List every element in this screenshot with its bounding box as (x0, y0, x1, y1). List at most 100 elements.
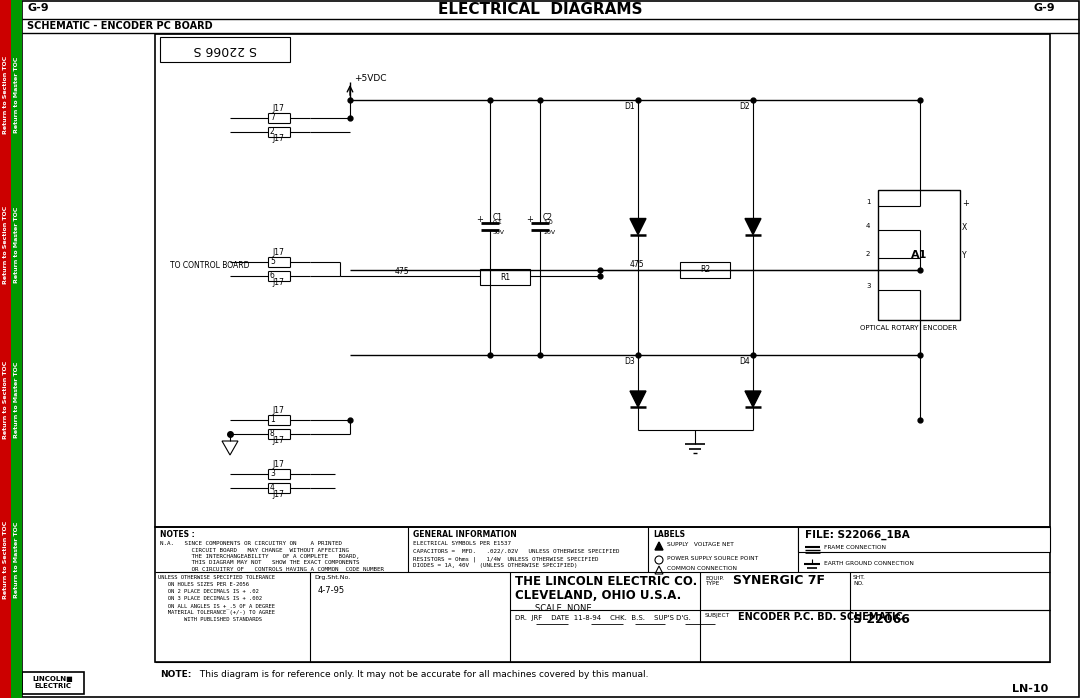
Text: EQUIP.: EQUIP. (705, 575, 724, 580)
Bar (156, 527, 1050, 662)
Text: G-9: G-9 (1034, 3, 1055, 13)
Text: THE INTERCHANGEABILITY    OF A COMPLETE   BOARD,: THE INTERCHANGEABILITY OF A COMPLETE BOA… (160, 554, 360, 559)
Text: ON 3 PLACE DECIMALS IS + .002: ON 3 PLACE DECIMALS IS + .002 (158, 596, 262, 601)
Bar (160, 37, 291, 62)
Text: 6: 6 (270, 271, 275, 280)
Bar (878, 190, 960, 320)
Text: ELECTRICAL  DIAGRAMS: ELECTRICAL DIAGRAMS (437, 3, 643, 17)
Text: 3: 3 (270, 469, 275, 478)
Text: ON 2 PLACE DECIMALS IS + .02: ON 2 PLACE DECIMALS IS + .02 (158, 589, 259, 594)
Text: SUBJECT: SUBJECT (705, 613, 730, 618)
Text: 0.1: 0.1 (492, 221, 503, 225)
Text: C2: C2 (543, 214, 553, 223)
Text: SCALE  NONE: SCALE NONE (535, 604, 592, 613)
Text: Return to Section TOC: Return to Section TOC (3, 206, 8, 284)
Text: Drg.Sht.No.: Drg.Sht.No. (314, 575, 350, 580)
Polygon shape (630, 391, 646, 407)
Text: COMMON CONNECTION: COMMON CONNECTION (667, 566, 737, 571)
Text: MATERIAL TOLERANCE (+/-) TO AGREE: MATERIAL TOLERANCE (+/-) TO AGREE (158, 610, 275, 615)
Bar (798, 527, 1050, 552)
Bar (22, 672, 84, 694)
Text: 1.0: 1.0 (543, 221, 553, 225)
Text: Return to Master TOC: Return to Master TOC (14, 362, 19, 438)
Text: 5: 5 (270, 257, 275, 266)
Text: ON ALL ANGLES IS +_.5 OF A DEGREE: ON ALL ANGLES IS +_.5 OF A DEGREE (158, 603, 275, 609)
Text: RESISTORS = Ohms |   1/4W  UNLESS OTHERWISE SPECIFIED: RESISTORS = Ohms | 1/4W UNLESS OTHERWISE… (413, 556, 598, 561)
Text: LN-10: LN-10 (1012, 684, 1048, 694)
Text: GENERAL INFORMATION: GENERAL INFORMATION (413, 530, 516, 539)
Text: D2: D2 (739, 102, 750, 111)
Text: J17: J17 (272, 248, 284, 257)
Text: R2: R2 (700, 265, 710, 274)
Text: NOTE:: NOTE: (160, 670, 191, 679)
Text: ENCODER P.C. BD. SCHEMATIC: ENCODER P.C. BD. SCHEMATIC (738, 612, 903, 622)
Text: This diagram is for reference only. It may not be accurate for all machines cove: This diagram is for reference only. It m… (197, 670, 648, 679)
Text: Return to Master TOC: Return to Master TOC (14, 57, 19, 133)
Text: CAPACITORS =  MFD.   .022/.02V   UNLESS OTHERWISE SPECIFIED: CAPACITORS = MFD. .022/.02V UNLESS OTHER… (413, 549, 620, 554)
Polygon shape (745, 391, 761, 407)
Text: R1: R1 (500, 272, 510, 281)
Text: 4-7-95: 4-7-95 (318, 586, 346, 595)
Text: J17: J17 (272, 490, 284, 499)
Text: A1: A1 (910, 250, 928, 260)
Text: SYNERGIC 7F: SYNERGIC 7F (733, 574, 825, 587)
Text: J17: J17 (272, 406, 284, 415)
Text: D3: D3 (624, 357, 635, 366)
Text: G-9: G-9 (27, 3, 49, 13)
Text: 2: 2 (866, 251, 870, 257)
Text: UNLESS OTHERWISE SPECIFIED TOLERANCE: UNLESS OTHERWISE SPECIFIED TOLERANCE (158, 575, 275, 580)
Text: 50V: 50V (492, 230, 505, 235)
Text: 3: 3 (866, 283, 870, 289)
Text: TYPE: TYPE (705, 581, 719, 586)
Text: 20V: 20V (543, 230, 555, 235)
Text: D1: D1 (624, 102, 635, 111)
Text: J17: J17 (272, 436, 284, 445)
Text: J17: J17 (272, 104, 284, 113)
Text: ELECTRICAL SYMBOLS PER E1537: ELECTRICAL SYMBOLS PER E1537 (413, 541, 511, 546)
Text: WITH PUBLISHED STANDARDS: WITH PUBLISHED STANDARDS (158, 617, 262, 622)
Text: FILE: S22066_1BA: FILE: S22066_1BA (805, 530, 909, 540)
Bar (11, 0, 22, 698)
Text: CLEVELAND, OHIO U.S.A.: CLEVELAND, OHIO U.S.A. (515, 589, 681, 602)
Text: LINCOLN■
ELECTRIC: LINCOLN■ ELECTRIC (32, 676, 73, 690)
Text: CIRCUIT BOARD   MAY CHANGE  WITHOUT AFFECTING: CIRCUIT BOARD MAY CHANGE WITHOUT AFFECTI… (160, 547, 349, 553)
Polygon shape (654, 542, 663, 550)
Text: SCHEMATIC - ENCODER PC BOARD: SCHEMATIC - ENCODER PC BOARD (27, 21, 213, 31)
Text: J17: J17 (272, 278, 284, 287)
Bar (156, 34, 1050, 527)
Polygon shape (745, 218, 761, 235)
Text: SUPPLY   VOLTAGE NET: SUPPLY VOLTAGE NET (667, 542, 733, 547)
Text: OPTICAL ROTARY  ENCODER: OPTICAL ROTARY ENCODER (860, 325, 957, 331)
Text: ON HOLES SIZES PER E-2056: ON HOLES SIZES PER E-2056 (158, 582, 249, 587)
Text: 7: 7 (270, 113, 275, 122)
Text: NOTES :: NOTES : (160, 530, 194, 539)
Text: 4: 4 (866, 223, 870, 229)
Text: +: + (476, 216, 483, 225)
Polygon shape (630, 218, 646, 235)
Text: FRAME CONNECTION: FRAME CONNECTION (824, 545, 886, 550)
Text: J17: J17 (272, 134, 284, 143)
Text: Return to Section TOC: Return to Section TOC (3, 56, 8, 134)
Text: +: + (962, 199, 969, 208)
Text: 8: 8 (270, 429, 274, 438)
Text: Return to Master TOC: Return to Master TOC (14, 522, 19, 598)
Text: Return to Section TOC: Return to Section TOC (3, 361, 8, 439)
Text: OR CIRCUITRY OF   CONTROLS HAVING A COMMON  CODE NUMBER: OR CIRCUITRY OF CONTROLS HAVING A COMMON… (160, 567, 384, 572)
Text: C1: C1 (492, 214, 503, 223)
Text: +5VDC: +5VDC (354, 74, 387, 83)
Text: THE LINCOLN ELECTRIC CO.: THE LINCOLN ELECTRIC CO. (515, 575, 698, 588)
Bar (680, 262, 730, 278)
Text: Return to Master TOC: Return to Master TOC (14, 207, 19, 283)
Text: +: + (526, 216, 532, 225)
Text: 2: 2 (270, 127, 274, 136)
Text: X: X (962, 223, 968, 232)
Text: Return to Section TOC: Return to Section TOC (3, 521, 8, 599)
Text: DIODES = 1A, 40V   (UNLESS OTHERWISE SPECIFIED): DIODES = 1A, 40V (UNLESS OTHERWISE SPECI… (413, 563, 578, 568)
Text: J17: J17 (272, 460, 284, 469)
Text: S 22066: S 22066 (853, 613, 909, 626)
Text: THIS DIAGRAM MAY NOT   SHOW THE EXACT COMPONENTS: THIS DIAGRAM MAY NOT SHOW THE EXACT COMP… (160, 560, 360, 565)
Text: 1: 1 (866, 199, 870, 205)
Text: TO CONTROL BOARD: TO CONTROL BOARD (170, 262, 249, 271)
Text: DR.  JRF    DATE  11-8-94    CHK.  B.S.    SUP'S D'G.: DR. JRF DATE 11-8-94 CHK. B.S. SUP'S D'G… (515, 615, 691, 621)
Bar (0, 0, 11, 698)
